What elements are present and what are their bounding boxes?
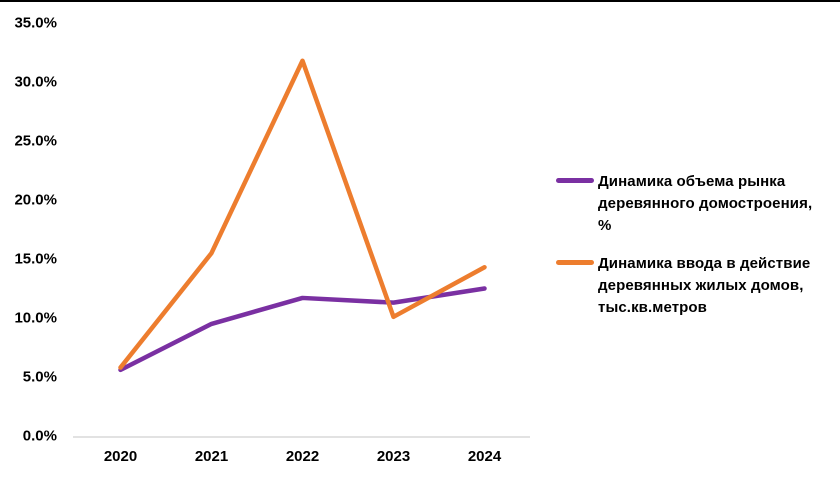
legend-label-housing-commissioning: Динамика ввода в действие деревянных жил… xyxy=(598,255,811,316)
top-border-line xyxy=(0,0,840,2)
svg-text:15.0%: 15.0% xyxy=(14,251,57,268)
svg-text:2024: 2024 xyxy=(468,448,502,465)
svg-text:10.0%: 10.0% xyxy=(14,310,57,327)
svg-text:2020: 2020 xyxy=(104,448,137,465)
legend-marker-orange-line-icon xyxy=(556,260,594,265)
legend-label-market-volume: Динамика объема рынка деревянного домост… xyxy=(598,173,813,234)
svg-text:2023: 2023 xyxy=(377,448,410,465)
svg-text:2021: 2021 xyxy=(195,448,228,465)
legend-marker-purple-line-icon xyxy=(556,178,594,183)
svg-text:2022: 2022 xyxy=(286,448,319,465)
svg-text:25.0%: 25.0% xyxy=(14,133,57,150)
chart-legend: Динамика объема рынка деревянного домост… xyxy=(556,171,828,319)
svg-text:30.0%: 30.0% xyxy=(14,74,57,91)
legend-item-market-volume: Динамика объема рынка деревянного домост… xyxy=(556,171,828,237)
svg-text:35.0%: 35.0% xyxy=(14,15,57,32)
svg-text:5.0%: 5.0% xyxy=(23,369,57,386)
svg-text:20.0%: 20.0% xyxy=(14,192,57,209)
svg-text:0.0%: 0.0% xyxy=(23,428,57,445)
legend-item-housing-commissioning: Динамика ввода в действие деревянных жил… xyxy=(556,253,828,319)
